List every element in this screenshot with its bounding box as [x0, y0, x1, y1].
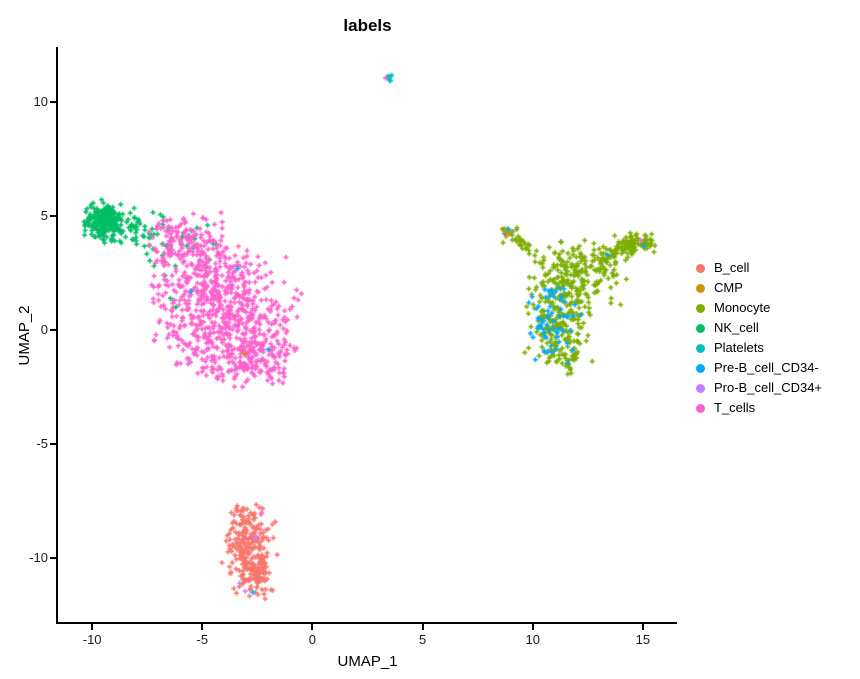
x-tick-mark: [201, 624, 204, 630]
legend-item-b_cell: B_cell: [690, 258, 858, 278]
legend: B_cell CMP Monocyte NK_cell Platelets Pre-B_c…: [690, 258, 858, 418]
y-tick-mark: [50, 557, 56, 560]
x-tick-mark: [421, 624, 424, 630]
legend-swatch-icon: [696, 363, 705, 373]
legend-label: Pro-B_cell_CD34+: [714, 380, 823, 395]
legend-swatch-icon: [696, 323, 705, 333]
y-axis-title: UMAP_2: [16, 305, 33, 366]
chart-title: labels: [343, 16, 392, 35]
x-tick-mark: [311, 624, 314, 630]
x-tick-label: 5: [418, 632, 427, 647]
legend-swatch-icon: [696, 303, 705, 313]
legend-label: B_cell: [714, 260, 750, 275]
x-tick-label: 10: [525, 632, 540, 647]
legend-swatch-icon: [696, 343, 705, 353]
legend-item-monocyte: Monocyte: [690, 298, 858, 318]
legend-item-cmp: CMP: [690, 278, 858, 298]
x-tick-label: -10: [82, 632, 102, 647]
legend-item-pre-b_cell_cd34-: Pre-B_cell_CD34-: [690, 358, 858, 378]
x-tick-label: -5: [196, 632, 209, 647]
legend-item-nk_cell: NK_cell: [690, 318, 858, 338]
legend-label: Platelets: [714, 340, 764, 355]
x-tick-mark: [91, 624, 94, 630]
y-tick-label: -5: [36, 436, 48, 452]
x-tick-label: 0: [308, 632, 317, 647]
x-axis-line: [56, 622, 677, 624]
y-tick-label: 5: [40, 208, 48, 224]
x-tick-label: 15: [635, 632, 651, 647]
legend-item-pro-b_cell_cd34+: Pro-B_cell_CD34+: [690, 378, 858, 398]
legend-label: Monocyte: [714, 300, 771, 315]
x-axis-title: UMAP_1: [337, 653, 398, 670]
legend-swatch-icon: [696, 403, 705, 413]
y-tick-mark: [50, 329, 56, 332]
y-tick-label: 0: [40, 322, 48, 338]
legend-label: Pre-B_cell_CD34-: [714, 360, 819, 375]
y-tick-mark: [50, 101, 56, 104]
legend-item-platelets: Platelets: [690, 338, 858, 358]
legend-label: NK_cell: [714, 320, 759, 335]
umap-scatter-canvas: [58, 47, 677, 622]
y-tick-label: 10: [33, 94, 48, 110]
legend-label: T_cells: [714, 400, 756, 415]
x-tick-mark: [641, 624, 644, 630]
legend-item-t_cells: T_cells: [690, 398, 858, 418]
y-tick-mark: [50, 443, 56, 446]
legend-swatch-icon: [696, 383, 705, 393]
y-tick-mark: [50, 215, 56, 218]
y-axis-line: [56, 47, 58, 624]
legend-swatch-icon: [696, 283, 705, 293]
legend-label: CMP: [714, 280, 743, 295]
legend-swatch-icon: [696, 263, 705, 273]
plot-panel: [58, 47, 677, 622]
y-tick-label: -10: [29, 550, 48, 566]
x-tick-mark: [531, 624, 534, 630]
